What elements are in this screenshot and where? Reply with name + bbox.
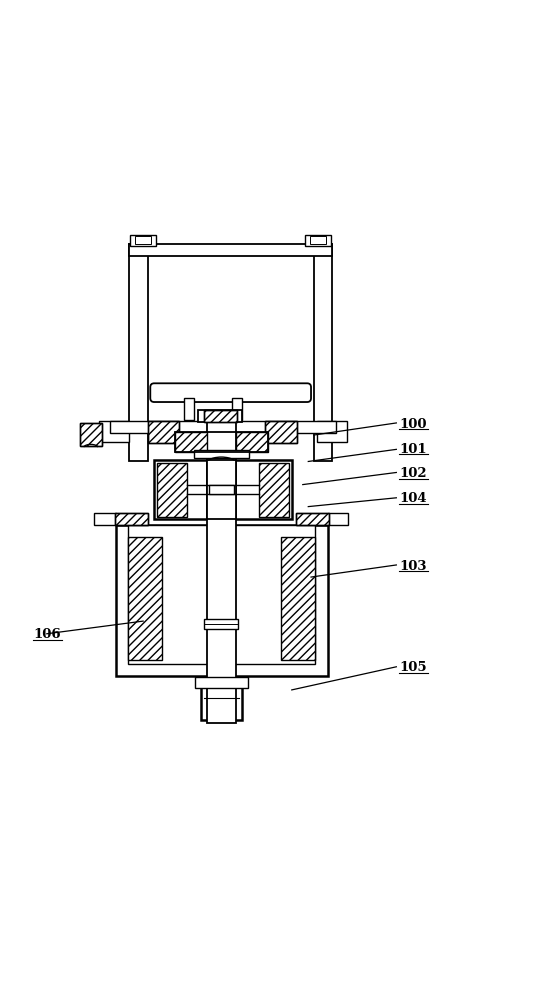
Bar [147,421,180,443]
Bar [195,677,248,688]
Bar [265,421,297,443]
FancyBboxPatch shape [150,383,311,402]
Text: 104: 104 [399,492,426,505]
Bar [135,236,151,244]
Bar [175,432,207,452]
Bar [154,460,292,519]
Bar [128,537,162,660]
Bar [296,513,329,525]
Bar [147,421,180,443]
Bar [93,513,116,525]
Bar [232,398,242,420]
Bar [208,485,234,494]
Text: 102: 102 [399,467,426,480]
Text: 106: 106 [33,628,61,641]
Bar [296,513,329,525]
Bar [116,525,327,676]
Bar [204,619,239,629]
Text: 101: 101 [399,443,426,456]
Bar [327,513,349,525]
Bar [115,513,147,525]
Bar [80,423,102,446]
Bar [110,421,336,433]
Bar [115,513,147,525]
Bar [201,681,242,720]
Bar [128,525,315,664]
Bar [130,235,156,246]
Bar [316,421,347,442]
Bar [198,410,242,422]
Bar [80,423,102,446]
Bar [310,236,326,244]
Bar [185,398,195,420]
Bar [203,410,237,422]
Text: 105: 105 [399,661,426,674]
Bar [207,460,236,519]
Bar [203,410,237,422]
Bar [207,422,236,723]
Bar [314,244,332,461]
Bar [130,244,147,461]
Bar [265,421,297,443]
Bar [175,432,267,452]
Bar [281,537,315,660]
Bar [194,450,249,458]
Text: 100: 100 [399,418,426,431]
Bar [236,432,267,452]
Bar [305,235,331,246]
Bar [157,463,187,517]
Bar [130,244,332,256]
Bar [99,421,130,442]
Bar [259,463,289,517]
Text: 103: 103 [399,560,426,573]
